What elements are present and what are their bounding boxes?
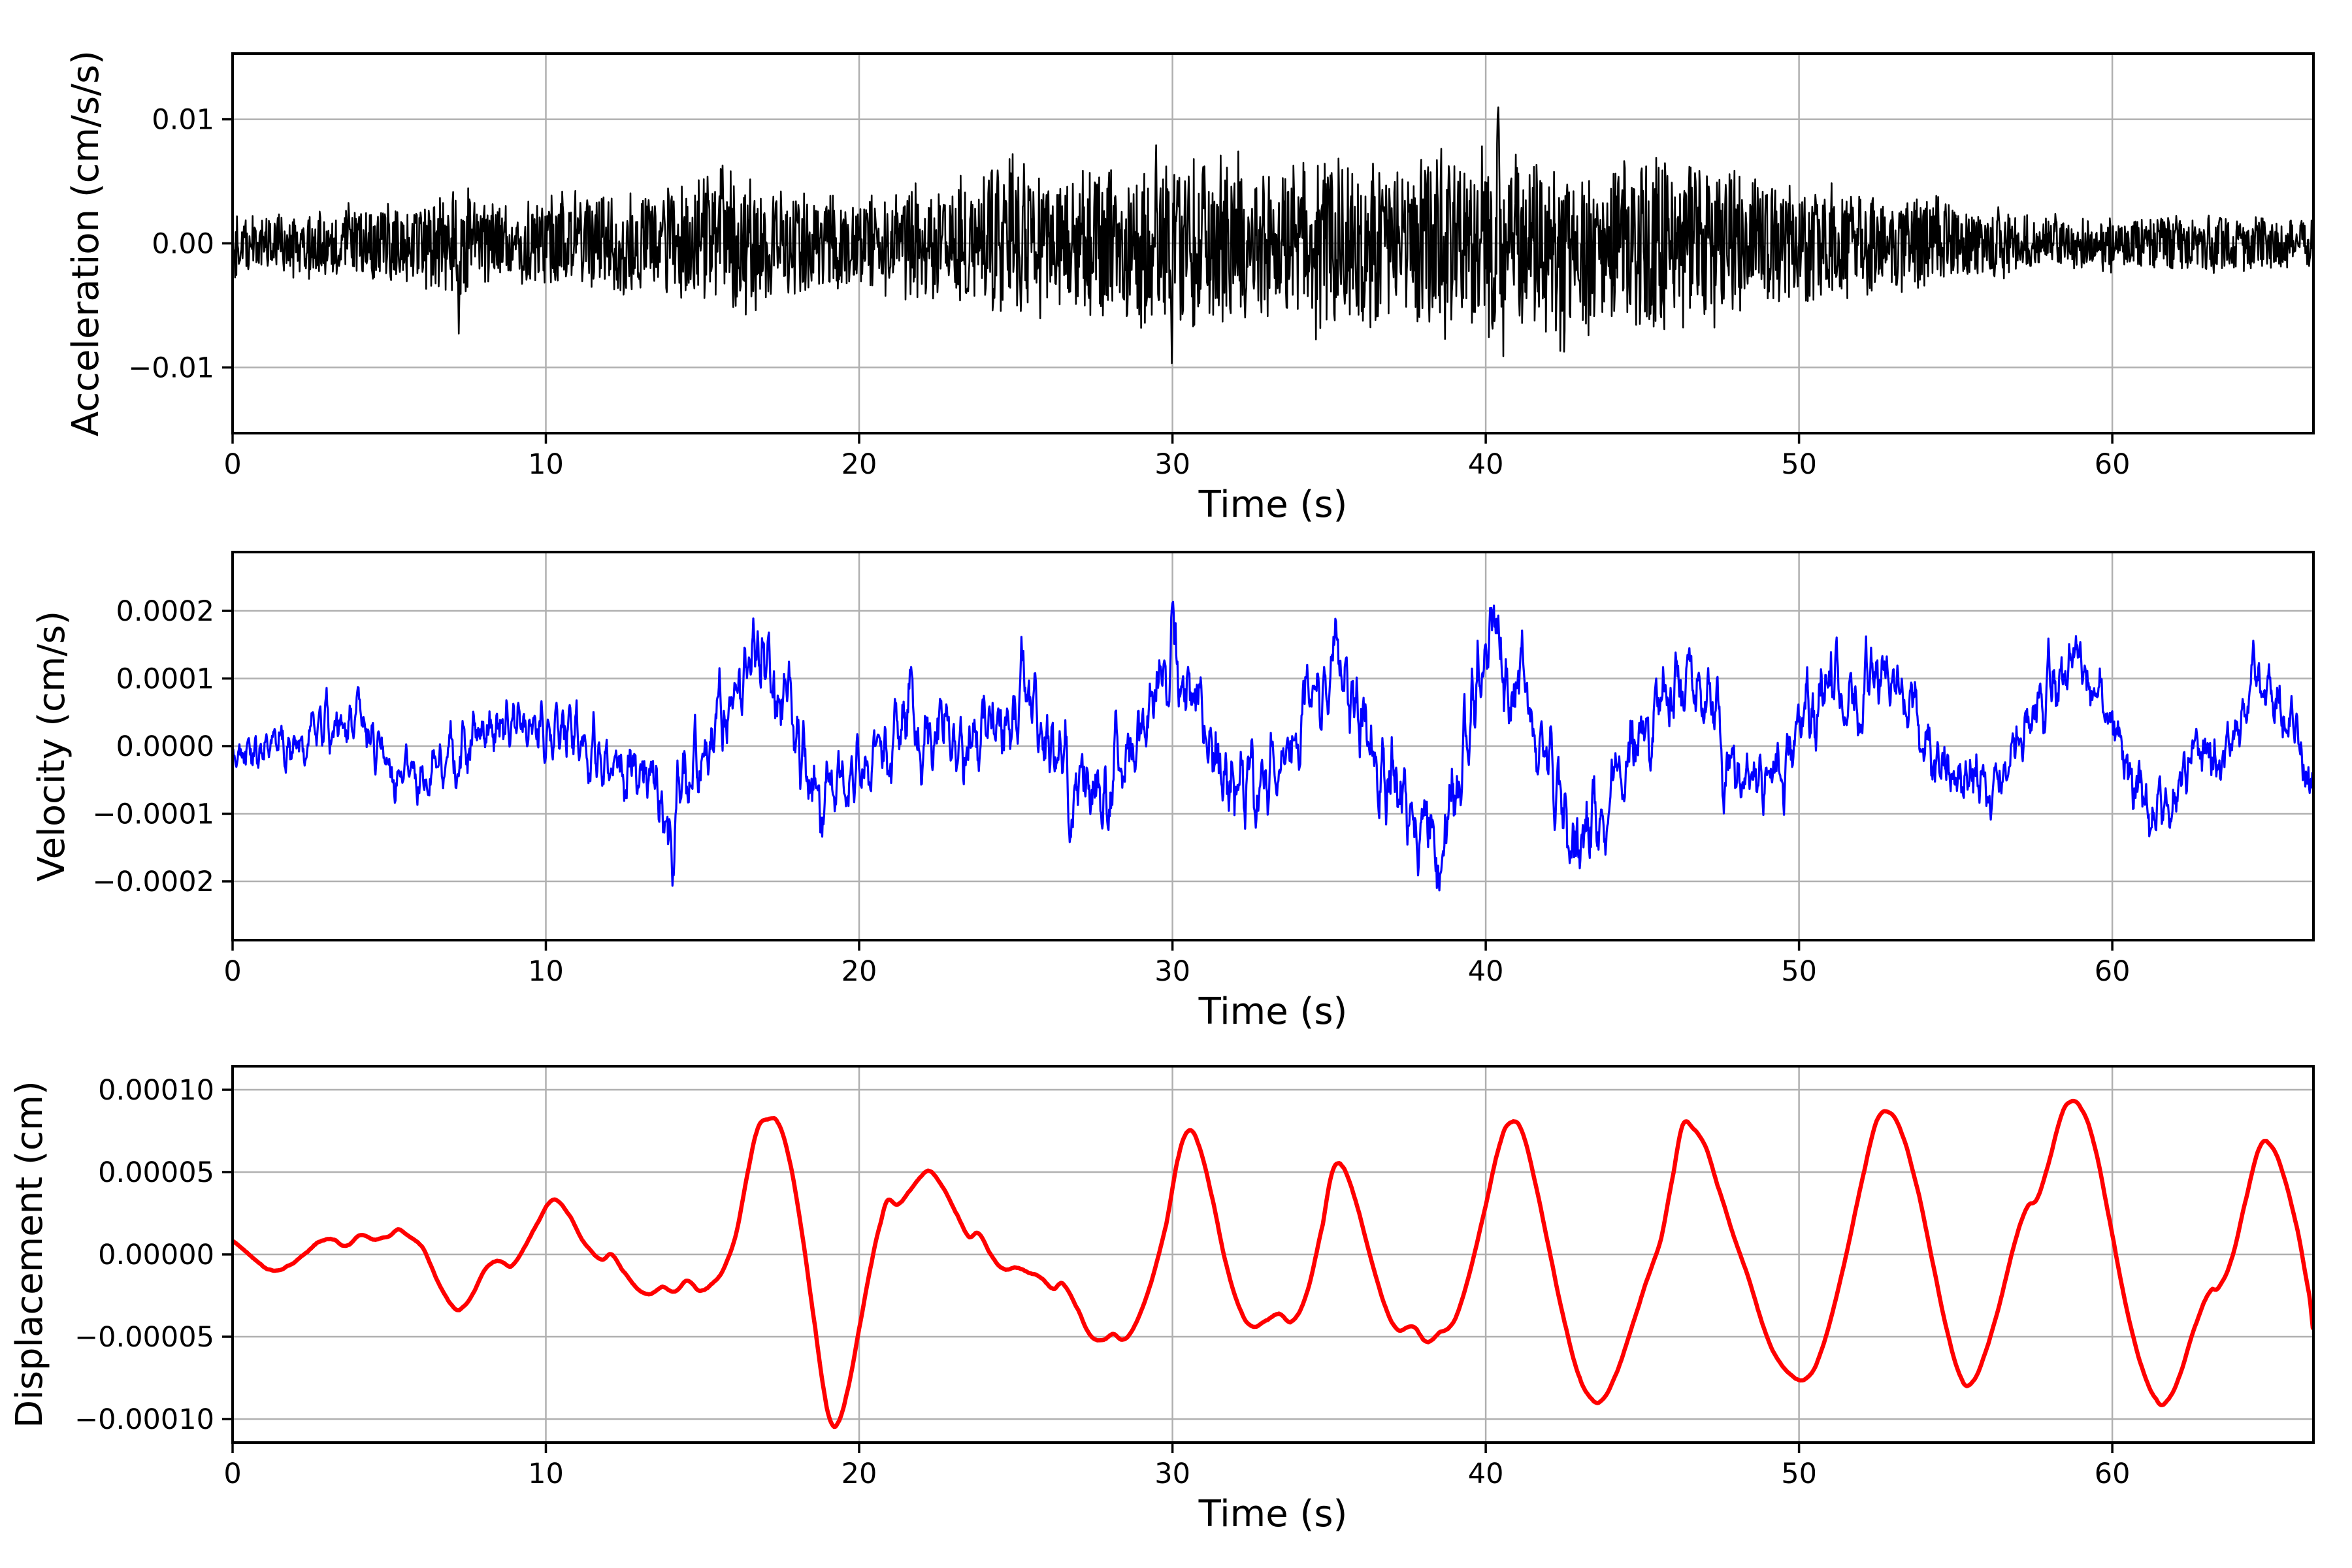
x-tick-label: 30 — [1154, 448, 1190, 481]
x-tick-label: 20 — [841, 448, 877, 481]
displacement-subplot: 0 10 20 30 40 50 60 0.00010 0.00005 0.00000 −0.000… — [8, 1065, 2315, 1535]
x-tick-label: 50 — [1781, 448, 1817, 481]
tick-labels: 0 10 20 30 40 50 60 0.0002 0.0001 0.0000 −0.0001 −0… — [93, 595, 2131, 988]
acceleration-subplot: 0 10 20 30 40 50 60 0.01 0.00 −0.01 Time (s) Acce… — [65, 50, 2315, 526]
y-tick-label: 0.0002 — [116, 595, 214, 628]
x-tick-label: 20 — [841, 955, 877, 988]
y-tick-label: 0.01 — [152, 104, 214, 137]
x-tick-label: 50 — [1781, 955, 1817, 988]
x-tick-label: 40 — [1468, 448, 1504, 481]
y-tick-label: 0.0001 — [116, 663, 214, 696]
x-tick-label: 0 — [223, 955, 241, 988]
y-tick-label: 0.00 — [152, 228, 214, 261]
x-tick-label: 10 — [528, 955, 564, 988]
x-tick-label: 10 — [528, 1458, 564, 1490]
y-tick-label: 0.0000 — [116, 730, 214, 763]
y-axis-label: Velocity (cm/s) — [31, 611, 73, 882]
tick-marks — [222, 118, 2114, 444]
tick-marks — [222, 610, 2114, 951]
y-tick-label: −0.0001 — [93, 798, 215, 831]
y-tick-label: 0.00005 — [98, 1156, 214, 1189]
x-tick-label: 0 — [223, 1458, 241, 1490]
x-tick-label: 50 — [1781, 1458, 1817, 1490]
x-axis-label: Time (s) — [1198, 990, 1348, 1033]
tick-marks — [222, 1088, 2114, 1453]
y-tick-label: −0.00005 — [74, 1321, 214, 1354]
x-tick-label: 40 — [1468, 1458, 1504, 1490]
x-axis-label: Time (s) — [1198, 1493, 1348, 1535]
x-tick-label: 30 — [1154, 955, 1190, 988]
y-tick-label: 0.00000 — [98, 1239, 214, 1271]
y-axis-label: Displacement (cm) — [8, 1081, 51, 1428]
x-tick-label: 30 — [1154, 1458, 1190, 1490]
y-axis-label: Acceleration (cm/s/s) — [65, 50, 107, 436]
x-tick-label: 0 — [223, 448, 241, 481]
displacement-trace — [233, 1098, 2313, 1429]
y-tick-label: −0.00010 — [74, 1403, 214, 1436]
x-axis-label: Time (s) — [1198, 483, 1348, 526]
tick-labels: 0 10 20 30 40 50 60 0.01 0.00 −0.01 — [128, 104, 2130, 481]
x-tick-label: 60 — [2095, 955, 2131, 988]
grid-lines — [231, 552, 2313, 940]
x-tick-label: 20 — [841, 1458, 877, 1490]
velocity-waveform — [233, 600, 2313, 892]
x-tick-label: 60 — [2095, 448, 2131, 481]
x-tick-label: 40 — [1468, 955, 1504, 988]
y-tick-label: 0.00010 — [98, 1074, 214, 1107]
acceleration-trace — [233, 106, 2313, 365]
y-tick-label: −0.01 — [128, 351, 214, 384]
velocity-trace — [233, 600, 2313, 892]
displacement-waveform — [233, 1098, 2313, 1429]
tick-labels: 0 10 20 30 40 50 60 0.00010 0.00005 0.00000 −0.000… — [74, 1074, 2130, 1490]
x-tick-label: 10 — [528, 448, 564, 481]
grid-lines — [231, 1066, 2313, 1443]
x-tick-label: 60 — [2095, 1458, 2131, 1490]
acceleration-waveform — [233, 106, 2313, 365]
y-tick-label: −0.0002 — [93, 866, 215, 898]
velocity-subplot: 0 10 20 30 40 50 60 0.0002 0.0001 0.0000 −0.0001 −0… — [31, 551, 2315, 1033]
